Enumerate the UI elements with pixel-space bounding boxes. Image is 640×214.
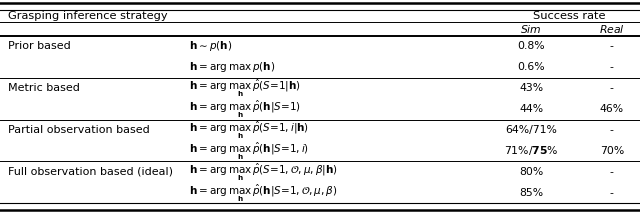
Text: $\mathit{Real}$: $\mathit{Real}$ <box>599 23 625 35</box>
Text: 70%: 70% <box>600 146 624 156</box>
Text: $\mathbf{h} = \arg\max_{\mathbf{h}}\, \hat{p}(\mathbf{h}|S=1, i)$: $\mathbf{h} = \arg\max_{\mathbf{h}}\, \h… <box>189 140 309 162</box>
Text: $\mathbf{h} = \arg\max_{\mathbf{h}}\, \hat{p}(\mathbf{h}|S=1)$: $\mathbf{h} = \arg\max_{\mathbf{h}}\, \h… <box>189 98 301 120</box>
Text: 0.6%: 0.6% <box>517 62 545 72</box>
Text: 80%: 80% <box>519 167 543 177</box>
Text: Metric based: Metric based <box>8 83 79 93</box>
Text: Grasping inference strategy: Grasping inference strategy <box>8 11 167 21</box>
Text: Partial observation based: Partial observation based <box>8 125 149 135</box>
Text: Prior based: Prior based <box>8 41 70 51</box>
Text: $\mathbf{h} = \arg\max_{\mathbf{h}}\, \hat{p}(S=1, \mathcal{O}, \mu, \beta|\math: $\mathbf{h} = \arg\max_{\mathbf{h}}\, \h… <box>189 161 337 183</box>
Text: $\mathbf{h} = \arg\max\, p(\mathbf{h})$: $\mathbf{h} = \arg\max\, p(\mathbf{h})$ <box>189 60 275 74</box>
Text: -: - <box>610 83 614 93</box>
Text: 64%/71%: 64%/71% <box>505 125 557 135</box>
Text: Success rate: Success rate <box>533 11 606 21</box>
Text: -: - <box>610 188 614 198</box>
Text: $\mathbf{h} = \arg\max_{\mathbf{h}}\, \hat{p}(S=1|\mathbf{h})$: $\mathbf{h} = \arg\max_{\mathbf{h}}\, \h… <box>189 77 301 99</box>
Text: 85%: 85% <box>519 188 543 198</box>
Text: -: - <box>610 125 614 135</box>
Text: 46%: 46% <box>600 104 624 114</box>
Text: -: - <box>610 167 614 177</box>
Text: -: - <box>610 41 614 51</box>
Text: 0.8%: 0.8% <box>517 41 545 51</box>
Text: $\mathit{Sim}$: $\mathit{Sim}$ <box>520 23 542 35</box>
Text: -: - <box>610 62 614 72</box>
Text: $\mathbf{h} = \arg\max_{\mathbf{h}}\, \hat{p}(S=1, i|\mathbf{h})$: $\mathbf{h} = \arg\max_{\mathbf{h}}\, \h… <box>189 119 309 141</box>
Text: 71%/$\mathbf{75}$%: 71%/$\mathbf{75}$% <box>504 144 559 158</box>
Text: $\mathbf{h} = \arg\max_{\mathbf{h}}\, \hat{p}(\mathbf{h}|S=1, \mathcal{O}, \mu, : $\mathbf{h} = \arg\max_{\mathbf{h}}\, \h… <box>189 182 337 204</box>
Text: Full observation based (ideal): Full observation based (ideal) <box>8 167 173 177</box>
Text: 44%: 44% <box>519 104 543 114</box>
Text: 43%: 43% <box>519 83 543 93</box>
Text: $\mathbf{h} \sim p(\mathbf{h})$: $\mathbf{h} \sim p(\mathbf{h})$ <box>189 39 232 53</box>
